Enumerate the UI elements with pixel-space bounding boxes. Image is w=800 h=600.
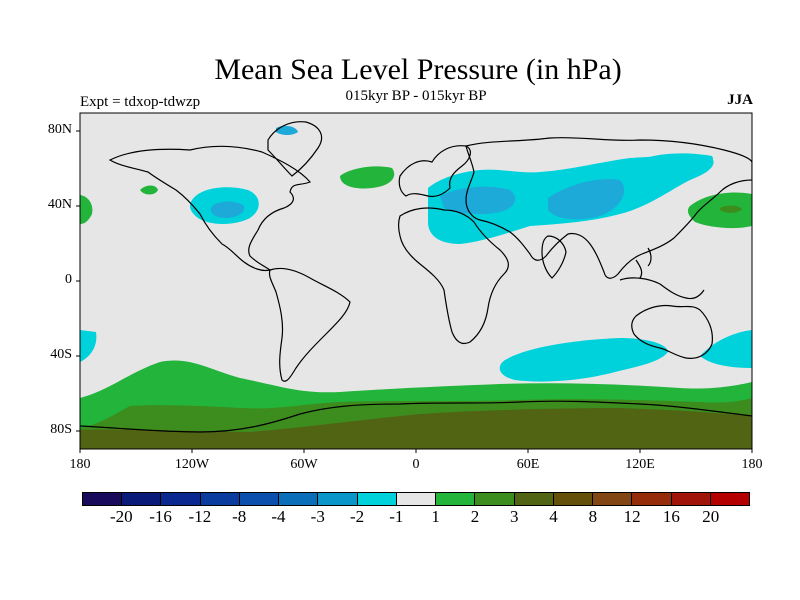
northeast-pacific-positive-region [140,185,158,195]
lon-label-60w: 60W [290,457,318,472]
legend-label: 3 [509,507,519,526]
chart-title: Mean Sea Level Pressure (in hPa) [214,53,622,86]
legend-swatch [200,493,240,505]
eurasia-core-negative-region [440,186,516,215]
legend-swatch [161,493,201,505]
north-pacific-core-positive-region [720,205,742,213]
legend-swatch [436,493,476,505]
legend-label: -4 [271,507,286,526]
southwest-pacific-negative-region [700,330,752,368]
axis-ticks [76,130,753,453]
legend-label: 8 [588,507,598,526]
legend-label: 16 [662,507,680,526]
lon-label-0: 0 [412,457,420,472]
south-america-coastline [268,267,351,382]
legend-label: 20 [702,507,720,526]
lat-label-80n: 80N [47,122,72,137]
india-coastline [541,235,567,279]
antarctic-dark-band [80,408,752,449]
asia-core-negative-region [548,178,625,220]
legend-swatch [710,493,749,505]
lat-label-40s: 40S [50,347,72,362]
legend-label: -3 [310,507,325,526]
legend-label: -2 [349,507,365,526]
color-legend-bar [82,492,750,506]
legend-label: 12 [623,507,641,526]
lat-label-80s: 80S [50,422,72,437]
antarctica-coastline [80,400,752,433]
legend-label: 1 [431,507,440,526]
legend-swatch [318,493,358,505]
lon-label-120e: 120E [625,457,655,472]
africa-coastline [397,207,509,345]
legend-label: -1 [389,507,404,526]
legend-swatch [357,493,397,505]
legend-label: -16 [149,507,172,526]
north-pacific-positive-region [687,192,752,229]
legend-swatch [671,493,711,505]
greenland-negative-region [276,125,298,135]
australia-coastline [631,304,713,359]
north-atlantic-positive-region [340,166,395,189]
lat-label-0: 0 [65,272,72,287]
legend-label: -20 [109,507,133,526]
greenland-coastline [267,121,323,177]
legend-label: 4 [549,507,558,526]
legend-swatch [553,493,594,505]
lon-label-180-west: 180 [69,457,91,472]
legend-label: 2 [470,507,480,526]
legend-swatch [632,493,672,505]
legend-swatch [514,493,554,505]
legend-swatch [279,493,319,505]
experiment-label: Expt = tdxop-tdwzp [80,94,201,110]
north-america-core-negative-region [210,201,245,218]
southeast-pacific-negative-region [80,330,97,362]
dateline-positive-region [80,195,93,224]
legend-label: -8 [232,507,247,526]
legend-label: -12 [188,507,212,526]
legend-swatch [396,493,437,505]
season-label: JJA [727,92,753,108]
legend-swatch [239,493,280,505]
north-america-coastline [108,145,311,272]
legend-swatch [83,493,123,505]
coastlines [80,121,752,433]
europe-coastline [398,145,471,198]
chart-subtitle: 015kyr BP - 015kyr BP [345,88,487,104]
legend-swatch [122,493,162,505]
map-field [80,113,752,449]
arctic-negative-region [640,153,714,166]
legend-swatch [593,493,633,505]
legend-swatch [475,493,515,505]
lon-label-60e: 60E [516,457,540,472]
lat-label-40n: 40N [47,197,72,212]
southeast-asia-islands-coastline [619,247,705,300]
asia-coastline [465,137,752,279]
south-indian-negative-region [499,338,668,382]
lon-label-180-east: 180 [741,457,763,472]
lon-label-120w: 120W [174,457,210,472]
